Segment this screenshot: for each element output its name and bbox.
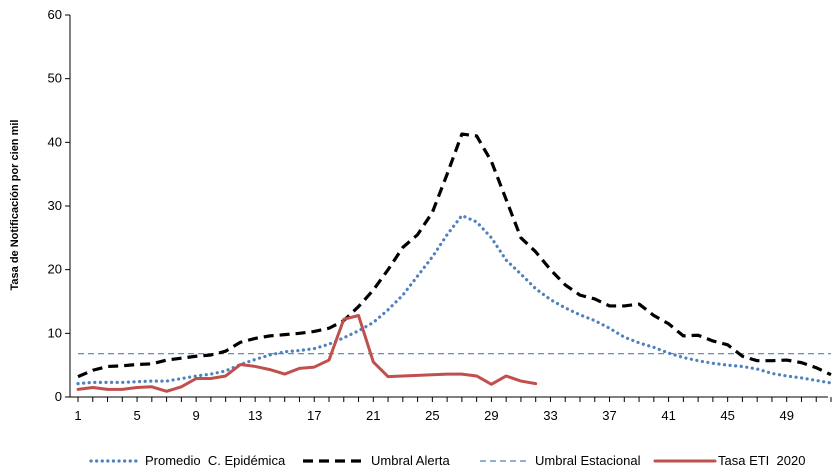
y-axis-title-group: Tasa de Notificación por cien mil (9, 120, 21, 291)
legend-label: Tasa ETI 2020 (718, 453, 805, 468)
y-tick-labels: 0 10 20 30 40 50 60 (48, 7, 62, 404)
y-tick-label: 10 (48, 325, 62, 340)
legend: Promedio C. Epidémica Umbral Alerta Umbral… (89, 453, 805, 468)
x-tick-label: 29 (484, 408, 498, 423)
series-line-umbral-alerta (77, 132, 832, 379)
y-tick-label: 30 (48, 198, 62, 213)
legend-label: Umbral Alerta (371, 453, 451, 468)
y-tick-label: 50 (48, 71, 62, 86)
y-tick-label: 0 (55, 389, 62, 404)
x-tick-label: 1 (74, 408, 81, 423)
y-axis-title: Tasa de Notificación por cien mil (9, 120, 21, 291)
series-line-promedio-c-epid-mica (76, 213, 833, 386)
legend-label: Promedio C. Epidémica (145, 453, 286, 468)
x-tick-label: 9 (193, 408, 200, 423)
legend-label: Umbral Estacional (535, 453, 641, 468)
axes-layer (65, 14, 832, 402)
y-tick-label: 20 (48, 262, 62, 277)
x-tick-label: 17 (307, 408, 321, 423)
series-layer (76, 132, 833, 393)
x-tick-label: 37 (602, 408, 616, 423)
x-tick-label: 33 (543, 408, 557, 423)
x-tick-label: 13 (248, 408, 262, 423)
x-tick-label: 25 (425, 408, 439, 423)
x-tick-label: 21 (366, 408, 380, 423)
x-tick-label: 49 (779, 408, 793, 423)
y-tick-label: 60 (48, 7, 62, 22)
y-tick-label: 40 (48, 134, 62, 149)
x-tick-label: 45 (720, 408, 734, 423)
x-tick-label: 5 (133, 408, 140, 423)
x-tick-label: 41 (661, 408, 675, 423)
x-tick-labels: 1 5 9 13 17 21 25 29 33 37 41 45 49 (74, 408, 794, 423)
series-line-tasa-eti-2020 (76, 314, 538, 393)
